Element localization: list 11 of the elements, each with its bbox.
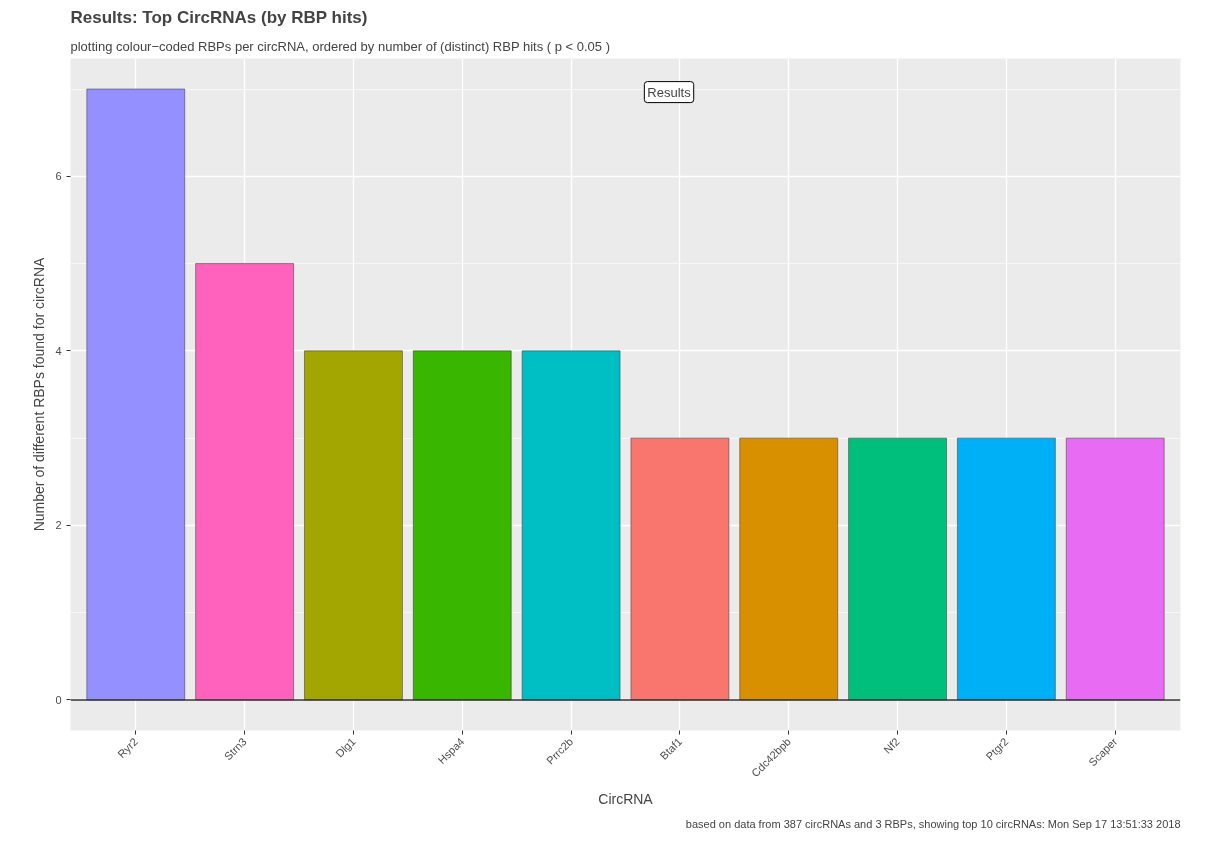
- y-tick-label: 2: [55, 519, 62, 532]
- y-axis-title: Number of different RBPs found for circRNA: [31, 257, 48, 532]
- x-tick-label: Nf2: [881, 735, 902, 756]
- chart-subtitle: plotting colour−coded RBPs per circRNA, ordered by number of (distinct) RBP hits ( p < 0.05 ): [70, 38, 611, 54]
- x-axis-title: CircRNA: [598, 791, 654, 808]
- y-tick-label: 0: [55, 693, 62, 706]
- annotation: Results: [647, 84, 692, 100]
- y-tick-label: 4: [55, 344, 62, 357]
- y-tick-label: 6: [55, 170, 62, 183]
- text: based on data from 387 circRNAs and 3 RBPs, showing top 10 circRNAs: Mon Sep 17 13:51:33 2018: [685, 817, 1181, 830]
- chart-title: Results: Top CircRNAs (by RBP hits): [70, 7, 368, 27]
